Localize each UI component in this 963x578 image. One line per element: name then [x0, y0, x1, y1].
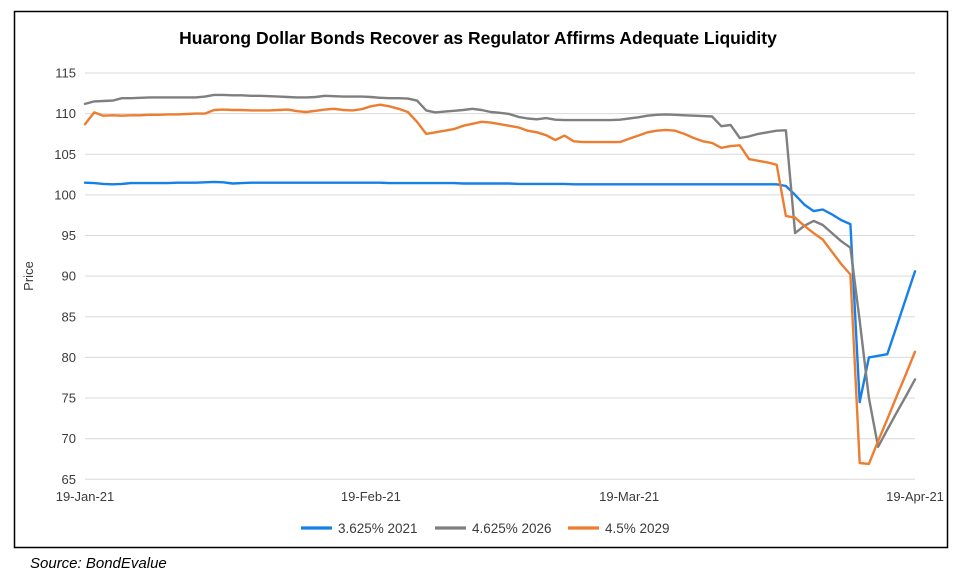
y-axis-tick-labels: 65 70 75 80 85 90 95 100 105 110 115 — [54, 66, 76, 487]
y-tick-label-75: 75 — [62, 391, 76, 406]
y-tick-label-115: 115 — [55, 66, 76, 81]
series-line-4-5-2029 — [83, 103, 917, 466]
y-tick-label-80: 80 — [62, 350, 76, 365]
horizontal-gridlines — [85, 72, 915, 480]
x-tick-label-19-Feb-21: 19-Feb-21 — [341, 489, 401, 504]
y-tick-label-105: 105 — [54, 147, 76, 162]
y-tick-label-70: 70 — [62, 431, 76, 446]
x-axis-tick-labels: 19-Jan-21 19-Feb-21 19-Mar-21 19-Apr-21 — [56, 489, 944, 504]
y-tick-label-90: 90 — [62, 269, 76, 284]
legend-label-4-625-2026: 4.625% 2026 — [472, 521, 552, 536]
y-tick-label-85: 85 — [62, 309, 76, 324]
series-lines — [83, 93, 917, 466]
legend-label-3-625-2021: 3.625% 2021 — [338, 521, 418, 536]
chart-border-frame — [13, 10, 949, 549]
y-tick-label-95: 95 — [62, 228, 76, 243]
y-tick-label-110: 110 — [55, 106, 76, 121]
x-tick-label-19-Jan-21: 19-Jan-21 — [56, 489, 115, 504]
legend-label-4-5-2029: 4.5% 2029 — [605, 521, 670, 536]
chart-title: Huarong Dollar Bonds Recover as Regulato… — [179, 28, 777, 48]
source-note: Source: BondEvalue — [30, 555, 167, 572]
y-axis-title: Price — [21, 261, 36, 291]
y-tick-label-100: 100 — [54, 187, 76, 202]
series-line-3-625-2021 — [83, 180, 917, 404]
legend: 3.625% 2021 4.625% 2026 4.5% 2029 — [301, 521, 670, 536]
x-tick-label-19-Mar-21: 19-Mar-21 — [599, 489, 659, 504]
series-line-4-625-2026 — [83, 93, 917, 448]
x-tick-label-19-Apr-21: 19-Apr-21 — [886, 489, 944, 504]
y-tick-label-65: 65 — [62, 472, 76, 487]
